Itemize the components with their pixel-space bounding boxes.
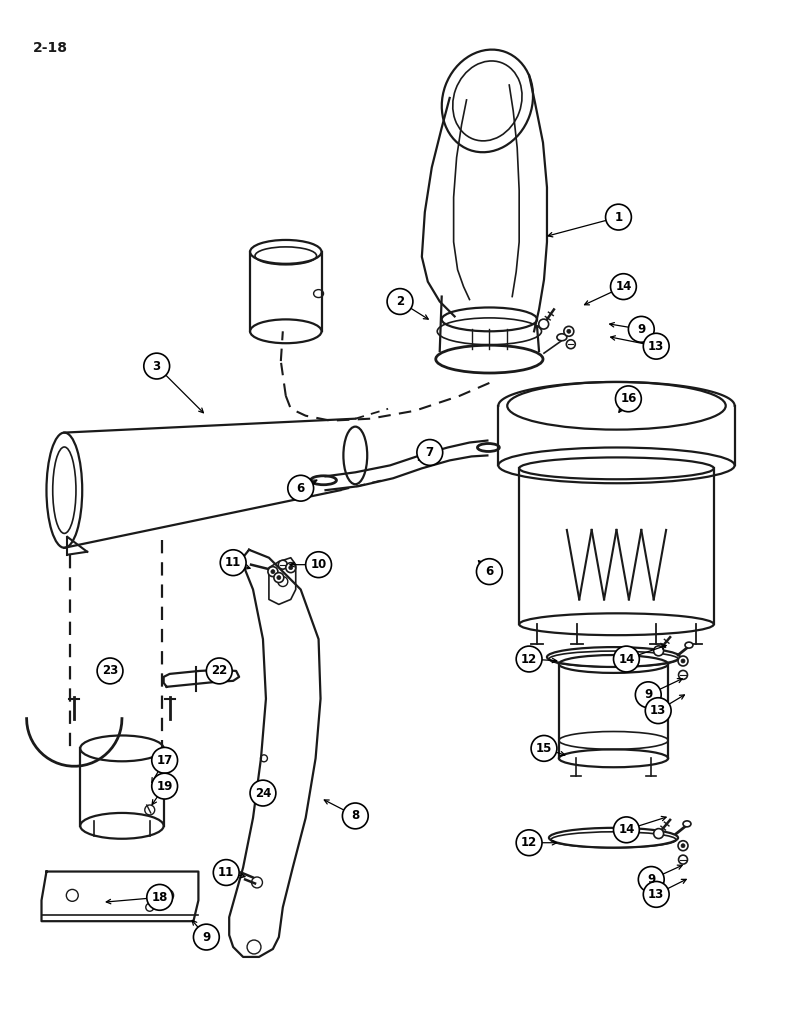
Circle shape [97, 658, 123, 684]
Circle shape [681, 843, 685, 847]
Text: 2-18: 2-18 [33, 41, 67, 55]
Circle shape [286, 563, 296, 573]
Text: 13: 13 [648, 340, 664, 352]
Text: 19: 19 [157, 780, 173, 793]
Text: 3: 3 [153, 359, 161, 373]
Ellipse shape [683, 821, 691, 827]
Circle shape [268, 567, 278, 577]
Circle shape [564, 326, 574, 337]
Circle shape [260, 783, 270, 794]
Circle shape [678, 855, 687, 864]
Circle shape [531, 736, 557, 761]
Circle shape [606, 204, 631, 230]
Text: 13: 13 [650, 704, 666, 717]
Circle shape [629, 316, 654, 342]
Text: 12: 12 [521, 653, 538, 665]
Text: 16: 16 [620, 393, 637, 405]
Text: 2: 2 [396, 295, 404, 308]
Circle shape [278, 560, 287, 569]
Text: 1: 1 [614, 210, 622, 224]
Circle shape [566, 340, 575, 349]
Text: 14: 14 [615, 280, 632, 293]
Text: 22: 22 [211, 664, 227, 678]
Circle shape [146, 885, 173, 911]
Circle shape [678, 841, 688, 851]
Circle shape [614, 817, 639, 842]
Circle shape [654, 645, 663, 656]
Circle shape [342, 803, 368, 829]
Circle shape [274, 573, 284, 582]
Circle shape [220, 550, 246, 576]
Circle shape [277, 576, 281, 579]
Text: 13: 13 [648, 888, 664, 901]
Text: 9: 9 [637, 323, 646, 336]
Text: 17: 17 [157, 754, 173, 767]
Circle shape [516, 830, 542, 856]
Text: 10: 10 [310, 558, 326, 571]
Text: 23: 23 [102, 664, 118, 678]
Circle shape [638, 866, 664, 892]
Text: 18: 18 [151, 891, 168, 903]
Circle shape [258, 792, 267, 801]
Text: 6: 6 [297, 482, 305, 495]
Circle shape [567, 329, 571, 334]
Circle shape [152, 773, 178, 799]
Circle shape [678, 656, 688, 666]
Circle shape [610, 274, 636, 299]
Circle shape [417, 439, 442, 465]
Circle shape [538, 319, 549, 329]
Ellipse shape [685, 642, 693, 649]
Circle shape [250, 780, 276, 806]
Text: 11: 11 [218, 866, 234, 879]
Circle shape [477, 558, 502, 584]
Text: 6: 6 [486, 565, 494, 578]
Circle shape [271, 570, 275, 574]
Circle shape [206, 658, 232, 684]
Text: 9: 9 [647, 873, 655, 886]
Circle shape [646, 697, 671, 723]
Circle shape [654, 829, 663, 838]
Text: 12: 12 [521, 836, 538, 850]
Text: 9: 9 [202, 930, 210, 944]
Text: 9: 9 [644, 688, 652, 701]
Circle shape [306, 552, 331, 578]
Circle shape [643, 882, 669, 908]
Circle shape [643, 334, 669, 359]
Circle shape [614, 646, 639, 672]
Circle shape [387, 289, 413, 314]
Text: 14: 14 [618, 653, 634, 665]
Circle shape [288, 476, 314, 501]
Circle shape [681, 659, 685, 663]
Circle shape [144, 353, 170, 379]
Text: 14: 14 [618, 824, 634, 836]
Text: 15: 15 [536, 742, 552, 755]
Text: 24: 24 [254, 786, 271, 800]
Circle shape [615, 386, 642, 411]
Circle shape [152, 747, 178, 773]
Text: 7: 7 [426, 445, 434, 459]
Circle shape [516, 646, 542, 672]
Text: 8: 8 [351, 809, 359, 823]
Circle shape [214, 860, 239, 886]
Circle shape [678, 670, 687, 680]
Circle shape [194, 924, 219, 950]
Ellipse shape [557, 334, 567, 341]
Circle shape [263, 786, 267, 790]
Circle shape [635, 682, 661, 708]
Text: 11: 11 [225, 556, 242, 569]
Circle shape [289, 566, 293, 570]
